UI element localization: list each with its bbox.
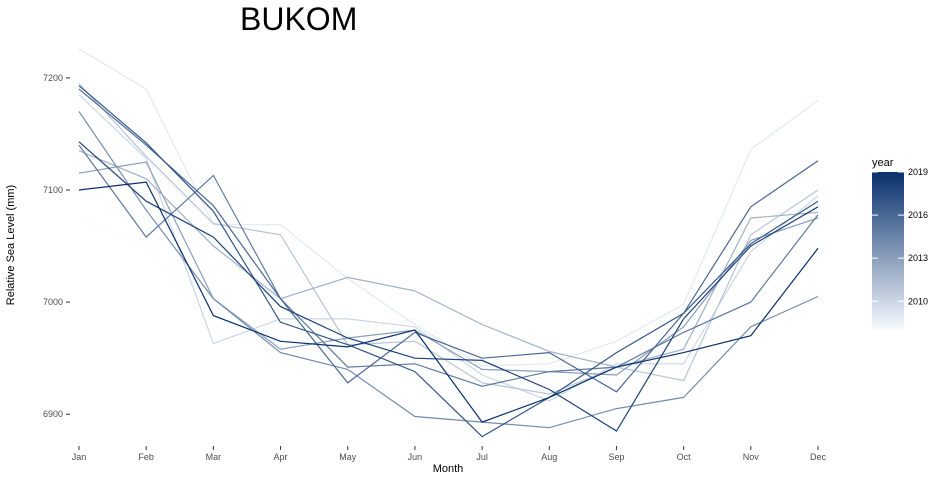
y-tick-label: 6900 <box>43 409 63 419</box>
x-tick-label: Feb <box>138 452 154 462</box>
x-axis-title: Month <box>433 463 464 475</box>
legend-tick-label: 2016 <box>908 210 928 220</box>
x-tick-label: Mar <box>206 452 222 462</box>
x-tick-label: Aug <box>541 452 557 462</box>
y-tick-label: 7200 <box>43 73 63 83</box>
y-axis-title: Relative Sea Level (mm) <box>5 185 17 305</box>
series-line-2010 <box>78 94 819 402</box>
x-tick-label: Jan <box>72 452 87 462</box>
series-line-2013 <box>78 161 819 376</box>
series-layer <box>78 48 819 438</box>
chart-title: BUKOM <box>240 1 357 37</box>
legend-ticks: 2010 2013 2016 2019 <box>872 167 928 306</box>
x-tick-label: Apr <box>274 452 288 462</box>
series-line-2019 <box>78 181 819 423</box>
series-line-2008 <box>78 217 819 436</box>
x-tick-label: Dec <box>810 452 827 462</box>
legend-tick-label: 2010 <box>908 296 928 306</box>
series-line-2015 <box>78 144 819 387</box>
x-axis: Jan Feb Mar Apr May Jun Jul Aug Sep Oct Nov Dec <box>72 446 827 462</box>
legend-title: year <box>872 157 894 169</box>
x-tick-label: Jul <box>476 452 488 462</box>
x-tick-label: Oct <box>677 452 692 462</box>
legend-tick-label: 2019 <box>908 167 928 177</box>
legend-colorbar <box>872 172 904 330</box>
series-line-2011 <box>78 83 819 395</box>
legend-tick-label: 2013 <box>908 253 928 263</box>
series-line-2016 <box>78 88 819 393</box>
x-tick-label: Sep <box>608 452 624 462</box>
x-tick-label: Jun <box>408 452 423 462</box>
x-tick-label: May <box>339 452 357 462</box>
y-tick-label: 7100 <box>43 185 63 195</box>
y-axis: 6900 7000 7100 7200 <box>43 73 70 419</box>
series-line-2014 <box>78 111 819 429</box>
series-line-2009 <box>78 48 819 367</box>
y-tick-label: 7000 <box>43 297 63 307</box>
series-line-2012 <box>78 150 819 368</box>
series-line-2017 <box>78 85 819 438</box>
series-line-2018 <box>78 141 819 432</box>
x-tick-label: Nov <box>743 452 760 462</box>
legend: year 2010 2013 2016 2019 <box>872 157 928 330</box>
